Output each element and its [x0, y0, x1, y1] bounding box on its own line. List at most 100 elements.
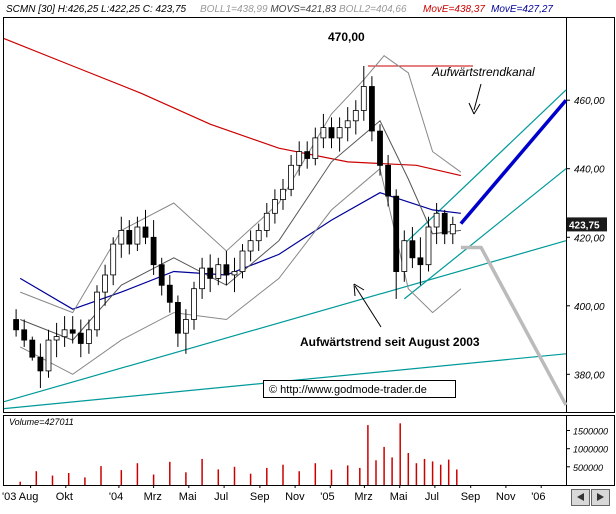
candle-body-16 — [142, 226, 149, 238]
indicator-line-0 — [3, 38, 462, 177]
time-tick-label-10: Mai — [390, 491, 408, 503]
candle-body-31 — [263, 212, 270, 231]
uptrend-line — [3, 240, 567, 403]
forecast-up-arrow — [459, 99, 568, 225]
time-tick-label-12: Sep — [461, 491, 481, 503]
candle-body-15 — [134, 226, 141, 245]
candle-body-10 — [94, 291, 100, 331]
time-tick-label-6: Sep — [250, 491, 270, 503]
candle-body-3 — [37, 356, 44, 372]
candle-body-4 — [45, 339, 52, 372]
candle-body-6 — [61, 329, 68, 338]
candle-body-5 — [53, 336, 60, 341]
candle-body-52 — [433, 212, 440, 228]
candle-body-38 — [320, 127, 327, 139]
time-tick-label-11: Jul — [425, 491, 439, 503]
forecast-down-arrow — [460, 245, 568, 406]
trend-label: Aufwärtstrend seit August 2003 — [300, 335, 480, 349]
trend-pointer-arrow — [353, 283, 382, 328]
candle-body-39 — [328, 127, 335, 139]
candle-body-9 — [86, 329, 92, 344]
price-tick-label-1: 400,00 — [574, 302, 605, 313]
header-move-blue: MovE=427,27 — [491, 4, 553, 15]
candle-body-20 — [174, 301, 181, 334]
candle-body-37 — [312, 137, 319, 159]
candle-body-34 — [288, 164, 295, 190]
header-movs: MOVS=421,83 — [270, 4, 336, 15]
price-tick-label-4: 460,00 — [574, 96, 605, 107]
time-tick-label-3: Mrz — [144, 491, 162, 503]
candle-body-48 — [401, 240, 408, 272]
candle-body-7 — [69, 329, 76, 334]
high-label: 470,00 — [328, 30, 365, 44]
copyright-box — [263, 380, 456, 398]
candle-body-42 — [352, 110, 359, 122]
candle-body-21 — [182, 319, 189, 334]
arrow-left-icon — [577, 493, 584, 501]
candle-body-25 — [215, 264, 222, 279]
candle-body-49 — [409, 240, 416, 259]
chart-header: SCMN [30] H:426,25 L:422,25 C: 423,75 BO… — [6, 4, 553, 15]
header-stats: H:426,25 L:422,25 C: 423,75 — [58, 4, 187, 15]
price-axis-frame — [566, 17, 615, 413]
candle-body-54 — [449, 223, 456, 235]
candle-body-19 — [166, 284, 173, 303]
copyright-text: © http://www.godmode-trader.de — [269, 384, 427, 396]
time-tick-label-8: '05 — [320, 491, 334, 503]
candle-body-50 — [417, 257, 424, 266]
header-symbol: SCMN [30] — [6, 4, 55, 15]
volume-tick-label-0: 1500000 — [573, 427, 608, 437]
channel-upper-line — [403, 89, 567, 245]
svg-text:SCMN [30] H:426,25 L:422,25 C:: SCMN [30] H:426,25 L:422,25 C: 423,75 — [6, 4, 187, 15]
candle-body-44 — [368, 86, 375, 132]
candle-body-14 — [126, 229, 133, 245]
candle-body-36 — [304, 151, 311, 159]
candle-body-17 — [150, 236, 157, 266]
candle-body-30 — [255, 229, 262, 242]
channel-lower-line — [403, 168, 567, 300]
indicator-line-4 — [19, 167, 462, 375]
price-tick-label-3: 440,00 — [574, 165, 605, 176]
candle-body-29 — [247, 240, 254, 252]
candle-body-1 — [21, 329, 28, 341]
candle-body-2 — [29, 339, 36, 358]
scroll-right-button[interactable] — [591, 489, 610, 506]
candle-body-22 — [191, 288, 197, 320]
candle-body-35 — [296, 151, 303, 166]
channel-pointer-arrow — [468, 83, 482, 115]
channel-label: Aufwärtstrendkanal — [431, 65, 535, 79]
time-tick-label-7: Nov — [285, 491, 305, 503]
time-tick-label-13: Nov — [496, 491, 516, 503]
volume-tick-label-1: 1000000 — [573, 445, 608, 455]
price-tick-label-2: 420,00 — [574, 233, 605, 244]
time-tick-label-2: '04 — [109, 491, 123, 503]
scroll-left-button[interactable] — [571, 489, 590, 506]
candle-body-8 — [77, 332, 84, 344]
candle-body-12 — [110, 243, 117, 276]
volume-axis-frame — [566, 415, 615, 486]
volume-label: Volume=427011 — [9, 417, 74, 427]
candle-body-43 — [360, 86, 367, 111]
time-axis: '03 Aug Okt '04 Mrz Mai Jul Sep Nov '05 Mrz Mai Jul… — [2, 485, 546, 503]
candle-body-51 — [425, 226, 432, 266]
candle-body-41 — [344, 120, 351, 129]
price-axis: 380,00 400,00 420,00 440,00 460,00 423,75 — [566, 96, 607, 381]
candle-body-23 — [199, 267, 206, 290]
time-tick-label-5: Jul — [214, 491, 228, 503]
time-tick-label-1: Okt — [56, 491, 73, 503]
header-boll2: BOLL2=404,66 — [339, 4, 407, 15]
candle-body-47 — [393, 195, 400, 272]
header-move-red: MovE=438,37 — [423, 4, 485, 15]
time-tick-label-0: '03 Aug — [2, 491, 38, 503]
candle-body-40 — [336, 127, 343, 139]
candle-body-24 — [207, 267, 214, 279]
candle-body-18 — [158, 264, 165, 286]
candle-body-28 — [239, 250, 246, 273]
time-tick-label-14: '06 — [531, 491, 545, 503]
time-tick-label-9: Mrz — [354, 491, 372, 503]
candle-body-26 — [223, 264, 230, 276]
svg-text:BOLL1=438,99 MOVS=421,83 BOLL2: BOLL1=438,99 MOVS=421,83 BOLL2=404,66 — [200, 4, 407, 15]
